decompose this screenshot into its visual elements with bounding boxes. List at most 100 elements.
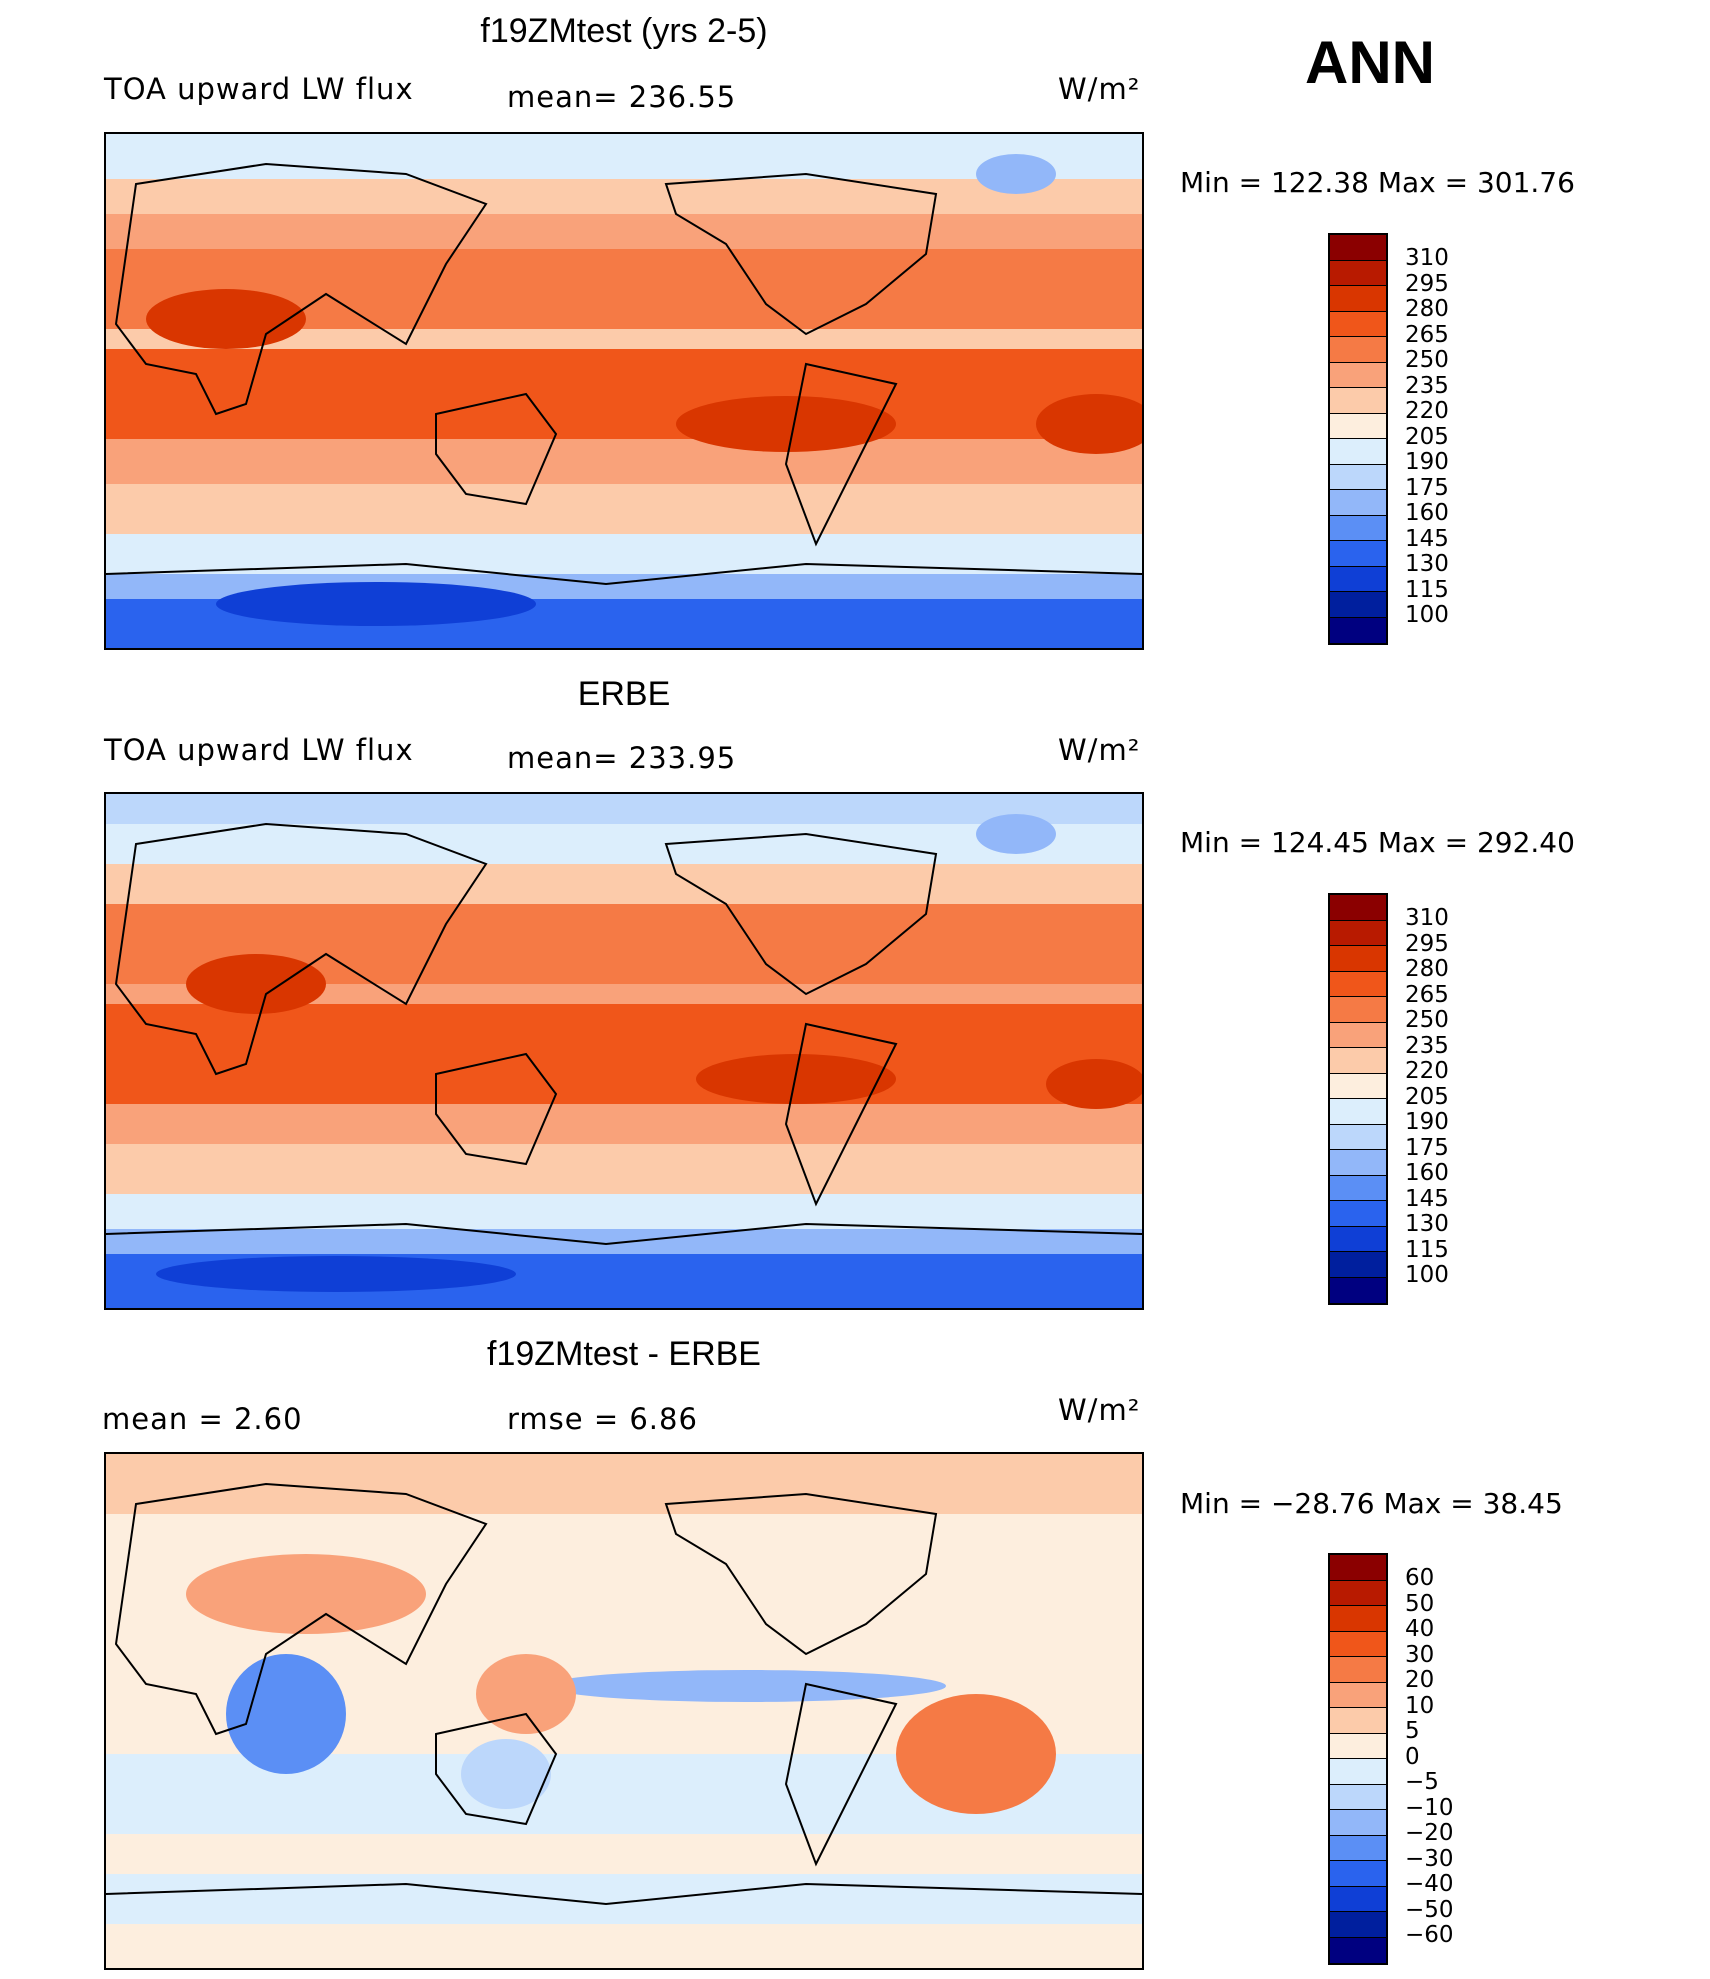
panel1-level-label: 190 [1405, 449, 1449, 475]
panel3-level-label: −40 [1405, 1871, 1454, 1897]
panel1-eurasia-africa-outline [114, 162, 488, 416]
panel3-mean-label: mean = 2.60 [102, 1402, 303, 1436]
panel3-level-label: −10 [1405, 1794, 1454, 1821]
panel3-eurasia-africa-outline [114, 1482, 488, 1736]
panel3-level-label: −50 [1405, 1896, 1454, 1923]
panel3-indonesia-warm-patch [476, 1654, 576, 1734]
panel3-level-label: 50 [1405, 1590, 1435, 1617]
panel3-indian-ocean-cold-patch [226, 1654, 346, 1774]
panel3-level-label: −20 [1405, 1820, 1454, 1846]
panel2-subtropic-south-band [106, 1004, 1142, 1104]
panel2-colorbar-labels: 310 295 280 265 250 235 220 205 190 175 … [1405, 905, 1449, 1289]
panel3-north-america-outline [664, 1492, 938, 1656]
panel1-australia-outline [435, 392, 558, 506]
panel1-sahara-warm-patch [146, 289, 306, 349]
panel1-antarctic-cold-patch [216, 582, 536, 626]
panel1-itcz-band [106, 329, 1142, 349]
panel3-colorbar [1328, 1553, 1388, 1965]
panel1-level-label: 295 [1405, 270, 1449, 297]
panel1-atlantic-warm-patch [1036, 394, 1142, 454]
panel1-greenland-cold-patch [976, 154, 1056, 194]
panel2-mid-north-band [106, 864, 1142, 904]
panel3-level-label: 5 [1405, 1718, 1420, 1744]
panel1-colorbar [1328, 233, 1388, 645]
panel1-north-america-outline [664, 172, 938, 336]
panel3-level-label: 60 [1405, 1565, 1435, 1591]
panel2-atlantic-warm-patch [1046, 1059, 1142, 1109]
panel3-pacific-cold-strip [546, 1670, 946, 1702]
panel2-sahara-warm-patch [186, 954, 326, 1014]
panel1-level-label: 205 [1405, 423, 1449, 450]
panel2-australia-outline [435, 1052, 558, 1166]
panel3-level-label: −30 [1405, 1845, 1454, 1872]
panel3-level-label: 20 [1405, 1667, 1435, 1693]
panel1-subtropic-south-band [106, 349, 1142, 439]
panel1-pacific-warm-patch [676, 396, 896, 452]
panel2-level-label: 205 [1405, 1083, 1449, 1110]
panel3-units: W/m² [1058, 1393, 1141, 1427]
panel2-level-label: 235 [1405, 1032, 1449, 1059]
panel1-antarctica-outline [106, 562, 1142, 586]
panel1-arctic-band [106, 134, 1142, 179]
panel2-level-label: 310 [1405, 905, 1449, 931]
panel2-min-max: Min = 124.45 Max = 292.40 [1180, 826, 1575, 859]
panel2-level-label: 265 [1405, 981, 1449, 1008]
panel1-units: W/m² [1058, 72, 1141, 106]
panel2-north-america-outline [664, 832, 938, 996]
panel2-mean-label: mean= 233.95 [507, 741, 737, 775]
panel1-min-max: Min = 122.38 Max = 301.76 [1180, 166, 1575, 199]
panel2-arctic-band [106, 794, 1142, 824]
panel2-units: W/m² [1058, 733, 1141, 767]
panel2-southern-ocean-band [106, 1194, 1142, 1229]
panel2-level-label: 250 [1405, 1007, 1449, 1033]
panel1-south-band [106, 484, 1142, 534]
panel3-colorbar-labels: 60 50 40 30 20 10 5 0 −5 −10 −20 −30 −40… [1405, 1565, 1454, 1949]
panel3-antarctica-outline [106, 1882, 1142, 1906]
panel3-south-america-warm-patch [896, 1694, 1056, 1814]
panel3-rmse-label: rmse = 6.86 [507, 1402, 698, 1436]
season-label: ANN [1305, 29, 1435, 96]
panel2-level-label: 175 [1405, 1134, 1449, 1161]
panel3-level-label: −5 [1405, 1769, 1439, 1795]
panel1-level-label: 220 [1405, 398, 1449, 424]
panel2-antarctic-cold-patch [156, 1256, 516, 1292]
panel1-map [104, 132, 1144, 650]
panel3-antarctic-band [106, 1874, 1142, 1924]
panel3-australia-outline [435, 1712, 558, 1826]
panel1-mid-south-band [106, 439, 1142, 484]
panel3-asia-warm-patch [186, 1554, 426, 1634]
panel1-south-america-outline [784, 362, 898, 547]
panel1-left-label: TOA upward LW flux [104, 72, 414, 106]
panel3-south-america-outline [784, 1682, 898, 1867]
panel2-level-label: 160 [1405, 1160, 1449, 1186]
panel2-level-label: 190 [1405, 1109, 1449, 1135]
panel2-colorbar [1328, 893, 1388, 1305]
panel2-title: ERBE [577, 675, 671, 713]
panel1-colorbar-labels: 310 295 280 265 250 235 220 205 190 175 … [1405, 245, 1449, 629]
panel2-left-label: TOA upward LW flux [104, 733, 414, 767]
panel2-map [104, 792, 1144, 1310]
panel1-level-label: 160 [1405, 500, 1449, 526]
panel1-mid-north-band [106, 214, 1142, 249]
panel3-min-max: Min = −28.76 Max = 38.45 [1180, 1487, 1563, 1520]
panel1-level-label: 250 [1405, 347, 1449, 373]
panel1-level-label: 145 [1405, 525, 1449, 552]
panel1-mean-label: mean= 236.55 [507, 80, 737, 114]
panel1-level-label: 100 [1405, 602, 1449, 628]
panel2-mid-south-band [106, 1104, 1142, 1144]
panel2-level-label: 115 [1405, 1236, 1449, 1263]
panel3-title: f19ZMtest - ERBE [487, 1335, 761, 1373]
panel1-level-label: 175 [1405, 474, 1449, 501]
panel3-level-label: 30 [1405, 1641, 1435, 1668]
panel2-eurasia-africa-outline [114, 822, 488, 1076]
panel3-australia-cold-patch [461, 1739, 551, 1809]
panel1-level-label: 235 [1405, 372, 1449, 399]
panel3-level-label: 40 [1405, 1616, 1435, 1642]
panel2-itcz-band [106, 984, 1142, 1004]
panel2-level-label: 280 [1405, 956, 1449, 982]
panel2-south-band [106, 1144, 1142, 1194]
panel2-level-label: 130 [1405, 1211, 1449, 1237]
panel3-level-label: 10 [1405, 1692, 1435, 1719]
panel3-level-label: 0 [1405, 1743, 1420, 1770]
panel2-south-america-outline [784, 1022, 898, 1207]
